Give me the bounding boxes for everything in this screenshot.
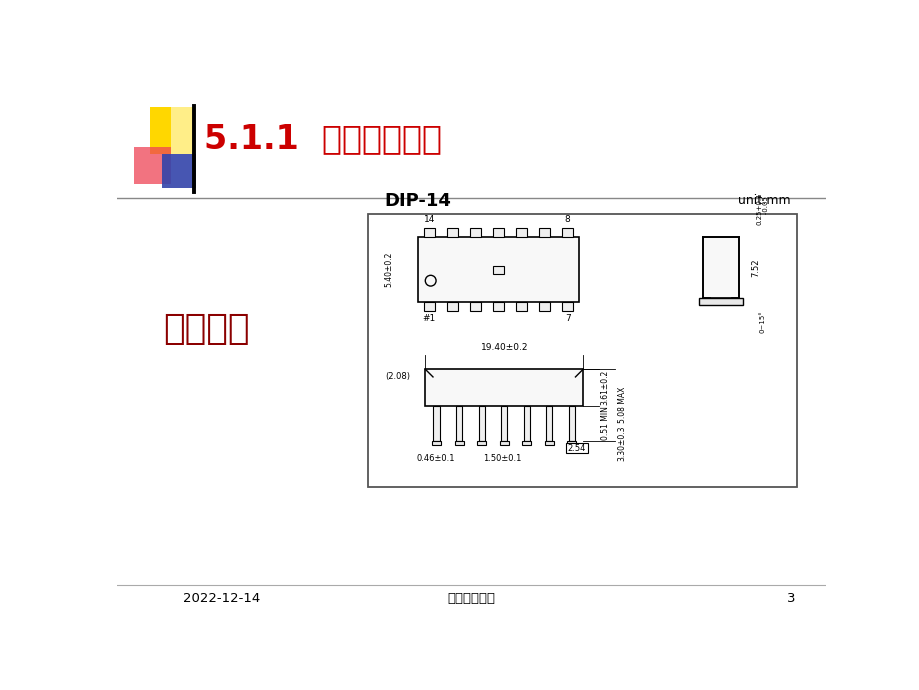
- Bar: [567, 441, 576, 444]
- Bar: [522, 441, 531, 444]
- Text: DIP-14: DIP-14: [384, 192, 451, 210]
- Text: #1: #1: [422, 314, 436, 323]
- Bar: [501, 406, 506, 441]
- Text: 14: 14: [423, 215, 435, 224]
- Text: 0.51 MIN: 0.51 MIN: [600, 406, 609, 440]
- Text: 19.40±0.2: 19.40±0.2: [480, 342, 528, 351]
- Bar: [516, 228, 527, 237]
- Bar: [134, 148, 171, 184]
- Bar: [171, 108, 194, 154]
- Bar: [516, 302, 527, 311]
- Bar: [470, 228, 481, 237]
- Text: unit:mm: unit:mm: [737, 194, 789, 207]
- Text: (2.08): (2.08): [385, 373, 410, 382]
- Text: 双列直插: 双列直插: [164, 312, 250, 346]
- Bar: [477, 441, 486, 444]
- Bar: [417, 237, 579, 302]
- Text: 0.46±0.1: 0.46±0.1: [415, 454, 454, 463]
- Text: 3: 3: [786, 592, 794, 605]
- Bar: [432, 441, 441, 444]
- Text: 2022-12-14: 2022-12-14: [183, 592, 260, 605]
- Bar: [565, 443, 587, 453]
- Text: 教材配套课件: 教材配套课件: [447, 592, 495, 605]
- Text: 1.50±0.1: 1.50±0.1: [482, 454, 520, 463]
- Text: 5.1.1  认识集成运放: 5.1.1 认识集成运放: [203, 121, 441, 155]
- Text: 7.52: 7.52: [750, 258, 759, 277]
- Bar: [150, 108, 194, 154]
- Bar: [493, 228, 504, 237]
- Bar: [562, 302, 573, 311]
- Text: 3.30±0.3: 3.30±0.3: [618, 425, 626, 460]
- Text: 0~15°: 0~15°: [759, 310, 765, 333]
- Bar: [702, 237, 739, 298]
- Text: 2.54: 2.54: [567, 444, 585, 453]
- Bar: [425, 369, 583, 406]
- Bar: [162, 154, 196, 188]
- Bar: [539, 228, 550, 237]
- Bar: [562, 228, 573, 237]
- Text: 7: 7: [564, 314, 570, 323]
- Bar: [424, 302, 434, 311]
- Bar: [568, 406, 574, 441]
- Text: 3.61±0.2: 3.61±0.2: [600, 370, 609, 405]
- Bar: [499, 441, 508, 444]
- Bar: [368, 214, 797, 487]
- Bar: [456, 406, 461, 441]
- Text: 5.40±0.2: 5.40±0.2: [383, 252, 392, 287]
- Bar: [698, 298, 743, 304]
- Bar: [454, 441, 463, 444]
- Bar: [544, 441, 553, 444]
- Bar: [470, 302, 481, 311]
- Bar: [447, 228, 457, 237]
- Bar: [433, 406, 439, 441]
- Bar: [523, 406, 529, 441]
- Bar: [546, 406, 551, 441]
- Bar: [424, 228, 434, 237]
- Text: 8: 8: [564, 215, 570, 224]
- Bar: [447, 302, 457, 311]
- Text: 5.08 MAX: 5.08 MAX: [618, 387, 626, 423]
- Bar: [539, 302, 550, 311]
- Bar: [493, 302, 504, 311]
- Bar: [478, 406, 484, 441]
- Text: 0.25+0.1
   -0.05: 0.25+0.1 -0.05: [755, 193, 768, 225]
- Bar: [493, 266, 504, 274]
